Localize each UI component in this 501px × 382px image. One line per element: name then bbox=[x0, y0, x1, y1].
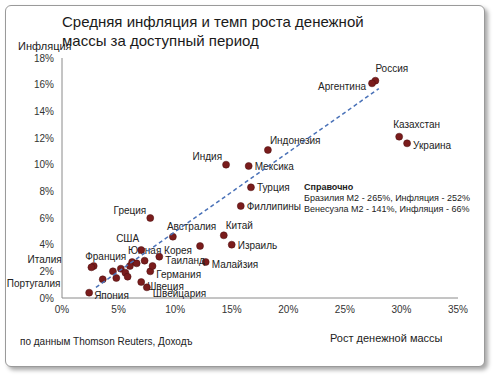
svg-text:6%: 6% bbox=[40, 213, 55, 224]
svg-text:Казахстан: Казахстан bbox=[393, 119, 440, 130]
svg-text:10%: 10% bbox=[165, 304, 185, 315]
svg-text:Италия: Италия bbox=[28, 254, 62, 265]
svg-text:США: США bbox=[116, 233, 139, 244]
svg-text:2%: 2% bbox=[40, 266, 55, 277]
html-text:Инфляция: Инфляция bbox=[18, 40, 72, 52]
svg-text:Греция: Греция bbox=[114, 205, 147, 216]
html-text:Справочно: Справочно bbox=[304, 182, 354, 192]
svg-text:Португалия: Португалия bbox=[8, 278, 60, 289]
svg-text:Индия: Индия bbox=[193, 151, 223, 162]
svg-text:Япония: Япония bbox=[94, 290, 129, 301]
svg-text:5%: 5% bbox=[111, 304, 126, 315]
svg-text:Германия: Германия bbox=[156, 269, 201, 280]
svg-text:30%: 30% bbox=[391, 304, 411, 315]
svg-text:0%: 0% bbox=[40, 293, 55, 304]
svg-text:25%: 25% bbox=[335, 304, 355, 315]
svg-text:Швеция: Швеция bbox=[147, 280, 184, 292]
svg-text:Россия: Россия bbox=[375, 63, 408, 74]
svg-text:14%: 14% bbox=[34, 106, 54, 117]
svg-text:Малайзия: Малайзия bbox=[212, 259, 259, 270]
svg-text:Индонезия: Индонезия bbox=[270, 135, 321, 146]
svg-text:10%: 10% bbox=[34, 159, 54, 170]
svg-text:0%: 0% bbox=[55, 304, 70, 315]
html-text:Бразилия M2 - 265%, Инфляция -: Бразилия M2 - 265%, Инфляция - 252% bbox=[304, 193, 470, 203]
svg-text:Южная Корея: Южная Корея bbox=[128, 244, 192, 256]
svg-text:15%: 15% bbox=[222, 304, 242, 315]
svg-text:Аргентина: Аргентина bbox=[318, 81, 366, 92]
html-text:по данным Thomson Reuters, Дох: по данным Thomson Reuters, Доходъ bbox=[20, 336, 193, 347]
svg-text:Швейцария: Швейцария bbox=[153, 288, 206, 299]
svg-text:4%: 4% bbox=[40, 239, 55, 250]
html-text:Средняя инфляция и темп роста: Средняя инфляция и темп роста денежной м… bbox=[62, 13, 364, 49]
svg-text:Китай: Китай bbox=[226, 220, 253, 231]
svg-text:8%: 8% bbox=[40, 186, 55, 197]
svg-text:Украина: Украина bbox=[413, 140, 452, 151]
html-text:Венесуэла M2 - 141%, Инфляция: Венесуэла M2 - 141%, Инфляция - 66% bbox=[304, 204, 470, 214]
svg-text:20%: 20% bbox=[278, 304, 298, 315]
svg-text:Турция: Турция bbox=[257, 182, 290, 193]
html-text:Рост денежной массы: Рост денежной массы bbox=[330, 332, 443, 344]
svg-text:35%: 35% bbox=[448, 304, 468, 315]
svg-text:16%: 16% bbox=[34, 79, 54, 90]
svg-text:Австралия: Австралия bbox=[167, 221, 216, 232]
svg-text:Мексика: Мексика bbox=[254, 160, 294, 172]
svg-text:Израиль: Израиль bbox=[238, 240, 278, 251]
svg-text:Филлипины: Филлипины bbox=[247, 201, 301, 212]
svg-text:12%: 12% bbox=[34, 133, 54, 144]
svg-text:18%: 18% bbox=[34, 53, 54, 64]
svg-text:Таиланд: Таиланд bbox=[165, 255, 205, 266]
svg-text:Франция: Франция bbox=[85, 251, 126, 262]
